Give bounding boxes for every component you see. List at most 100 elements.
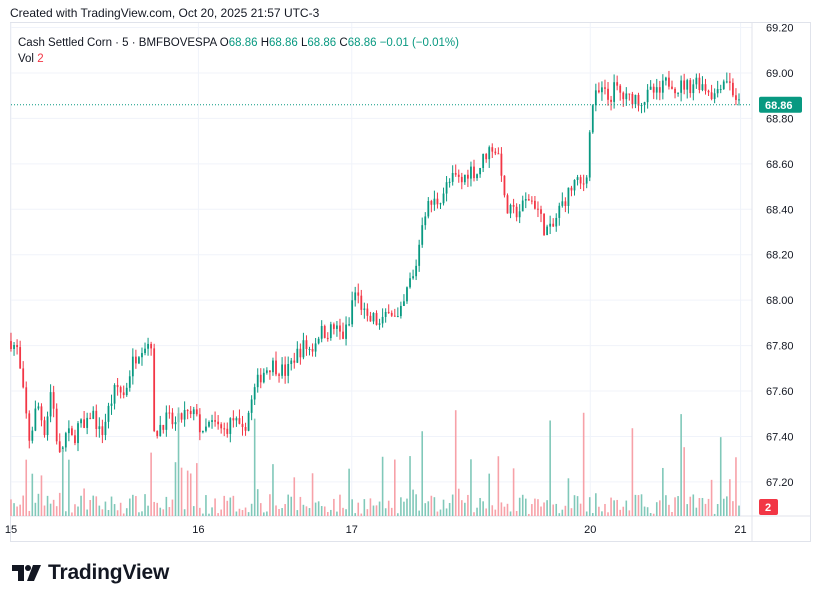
- candle-body: [265, 370, 268, 373]
- volume-bar: [616, 499, 618, 516]
- volume-bar: [196, 463, 198, 516]
- volume-bar: [211, 507, 213, 516]
- legend-symbol[interactable]: Cash Settled Corn · 5 · BMFBOVESPA: [18, 37, 217, 49]
- volume-bar: [339, 494, 341, 516]
- candle-body: [415, 265, 418, 277]
- volume-bar: [698, 498, 701, 516]
- volume-bar: [183, 509, 186, 516]
- candle-body: [131, 356, 134, 377]
- volume-bar: [290, 496, 293, 516]
- candle-body: [680, 80, 683, 93]
- candle-body: [622, 92, 625, 100]
- candle-body: [722, 81, 725, 90]
- volume-bar: [540, 506, 542, 516]
- candle-body: [710, 92, 713, 100]
- candle-body: [460, 176, 463, 183]
- volume-bar: [403, 501, 405, 516]
- volume-bar: [74, 504, 76, 516]
- volume-bar: [174, 462, 177, 516]
- candle-body: [613, 82, 616, 102]
- volume-bar: [351, 499, 353, 516]
- candle-body: [229, 418, 232, 434]
- legend-close-label: C: [339, 37, 348, 49]
- volume-bar: [585, 511, 588, 516]
- candle-body: [189, 410, 192, 415]
- volume-bar: [52, 499, 55, 516]
- candle-body: [628, 93, 631, 95]
- volume-bar: [238, 508, 241, 516]
- volume-bar: [61, 448, 64, 516]
- volume-bar: [186, 470, 189, 516]
- candle-body: [594, 90, 597, 106]
- legend-vol-label[interactable]: Vol: [18, 53, 34, 65]
- volume-bar: [692, 494, 695, 516]
- volume-bar: [406, 498, 408, 516]
- volume-bar: [677, 496, 679, 516]
- candle-body: [686, 80, 689, 90]
- candle-body: [582, 183, 585, 185]
- volume-bar: [445, 508, 448, 516]
- candle-body: [253, 387, 256, 400]
- candle-body: [122, 392, 125, 396]
- candle-body: [399, 305, 402, 317]
- brand-logo[interactable]: TradingView: [12, 561, 169, 585]
- y-tick-label: 67.60: [766, 386, 794, 398]
- volume-bar: [80, 495, 82, 516]
- volume-bar: [598, 506, 600, 516]
- candle-body: [52, 392, 55, 409]
- volume-bar: [122, 513, 125, 516]
- volume-bar: [269, 494, 271, 516]
- candle-body: [317, 338, 320, 344]
- candle-body: [205, 426, 207, 431]
- volume-bar: [220, 509, 222, 516]
- candle-body: [683, 80, 686, 90]
- volume-bar: [326, 512, 329, 516]
- y-tick-label: 67.20: [766, 477, 794, 489]
- candle-body: [119, 387, 122, 393]
- last-volume-label: 2: [765, 502, 771, 514]
- candle-body: [348, 324, 351, 326]
- volume-bar: [171, 499, 174, 516]
- candle-body: [604, 87, 606, 89]
- candle-body: [491, 147, 494, 152]
- candle-body: [674, 88, 676, 94]
- volume-bar: [457, 488, 460, 516]
- y-tick-label: 69.20: [766, 23, 794, 35]
- volume-bar: [302, 504, 305, 516]
- volume-bar: [110, 496, 113, 516]
- volume-bar: [153, 501, 155, 516]
- volume-bar: [156, 502, 159, 516]
- candle-body: [153, 348, 156, 431]
- candle-body: [299, 348, 302, 358]
- candle-body: [369, 315, 372, 322]
- candle-body: [570, 187, 573, 191]
- candle-body: [336, 325, 338, 329]
- price-chart[interactable]: 69.20 69.00 68.80 68.60 68.40 68.20 68.00 67.80…: [0, 0, 821, 545]
- volume-bar: [509, 511, 512, 516]
- candle-body: [585, 177, 588, 184]
- candle-body: [637, 94, 640, 106]
- volume-bar: [378, 501, 381, 516]
- candle-body: [564, 201, 567, 206]
- candle-body: [13, 345, 15, 350]
- candle-body: [725, 81, 728, 83]
- candle-body: [67, 428, 70, 434]
- candle-body: [500, 153, 503, 176]
- volume-bar: [500, 502, 503, 516]
- volume-bar: [439, 509, 442, 516]
- volume-bar: [372, 505, 375, 516]
- candle-body: [98, 426, 101, 430]
- candle-body: [661, 80, 664, 93]
- y-tick-label: 68.00: [766, 295, 794, 307]
- volume-bar: [576, 496, 579, 516]
- volume-bar: [293, 477, 296, 516]
- candle-body: [616, 82, 619, 86]
- volume-bar: [311, 473, 314, 516]
- volume-bar: [165, 496, 168, 516]
- candle-body: [567, 187, 570, 206]
- volume-bar: [98, 505, 101, 516]
- candle-body: [144, 348, 146, 354]
- volume-bar: [46, 495, 49, 516]
- candle-body: [515, 206, 518, 218]
- volume-bar: [95, 496, 98, 516]
